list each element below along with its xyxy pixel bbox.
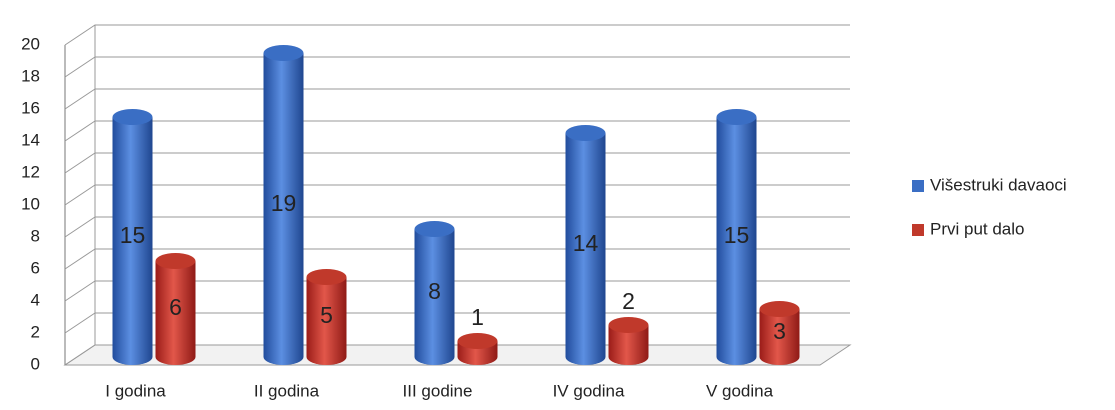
y-tick-label: 16	[21, 98, 40, 117]
bar	[263, 45, 304, 365]
value-label: 6	[169, 294, 182, 320]
grid-line	[64, 24, 850, 46]
y-tick-label: 4	[31, 290, 40, 309]
bar-body	[414, 229, 455, 365]
bar-top	[155, 253, 196, 269]
bar-top	[716, 109, 757, 125]
y-tick-label: 20	[21, 34, 40, 53]
y-tick-label: 18	[21, 66, 40, 85]
bar-top	[457, 333, 498, 349]
y-tick-label: 8	[31, 226, 40, 245]
value-label: 1	[471, 304, 484, 330]
bar-body	[716, 117, 757, 365]
bar	[414, 221, 455, 365]
y-tick-label: 2	[31, 322, 40, 341]
bar-body	[565, 133, 606, 365]
value-label: 3	[773, 318, 786, 344]
legend-label: Prvi put dalo	[930, 219, 1025, 238]
bar-top	[414, 221, 455, 237]
bar-top	[565, 125, 606, 141]
y-tick-label: 12	[21, 162, 40, 181]
bar-body	[155, 261, 196, 365]
value-label: 15	[724, 222, 750, 248]
grid-line	[64, 120, 850, 142]
bar-top	[263, 45, 304, 61]
legend-swatch	[912, 224, 924, 236]
value-label: 5	[320, 302, 333, 328]
x-tick-label: IV godina	[553, 381, 625, 400]
bar	[457, 333, 498, 365]
bar-body	[263, 53, 304, 365]
bar-body	[306, 277, 347, 365]
x-tick-label: II godina	[254, 381, 320, 400]
legend-label: Višestruki davaoci	[930, 175, 1067, 194]
bar-top	[112, 109, 153, 125]
y-tick-label: 0	[31, 354, 40, 373]
value-label: 14	[573, 230, 599, 256]
legend-swatch	[912, 180, 924, 192]
grid-line	[64, 88, 850, 110]
bar-top	[608, 317, 649, 333]
bar-top	[759, 301, 800, 317]
value-label: 2	[622, 288, 635, 314]
bar	[155, 253, 196, 365]
bar-body	[608, 325, 649, 365]
x-tick-label: V godina	[706, 381, 774, 400]
x-tick-label: I godina	[105, 381, 166, 400]
y-tick-label: 14	[21, 130, 40, 149]
bar	[716, 109, 757, 365]
value-label: 8	[428, 278, 441, 304]
bar	[565, 125, 606, 365]
y-tick-label: 6	[31, 258, 40, 277]
value-label: 15	[120, 222, 146, 248]
bar	[112, 109, 153, 365]
value-label: 19	[271, 190, 297, 216]
bar-body	[112, 117, 153, 365]
bar	[608, 317, 649, 365]
bar	[306, 269, 347, 365]
grid-line	[64, 56, 850, 78]
x-tick-label: III godine	[403, 381, 473, 400]
bar	[759, 301, 800, 365]
bar-top	[306, 269, 347, 285]
y-tick-label: 10	[21, 194, 40, 213]
bar-body	[759, 309, 800, 365]
